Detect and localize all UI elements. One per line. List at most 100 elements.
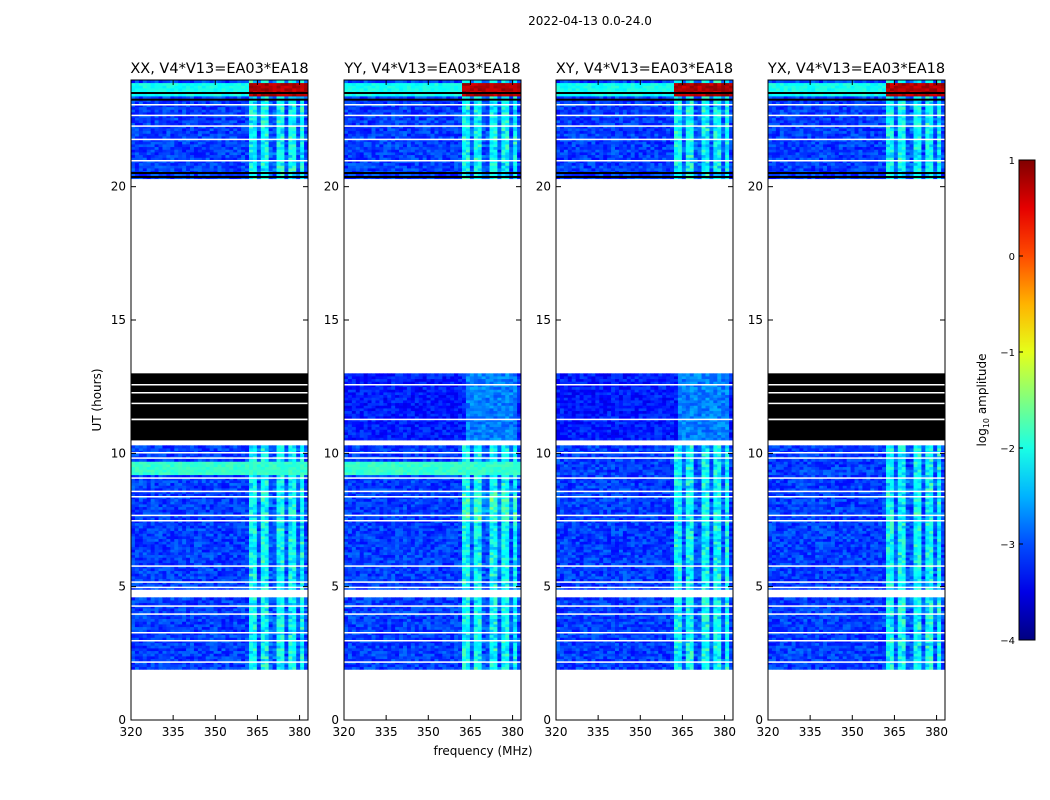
- waterfall-cell: [300, 573, 304, 576]
- waterfall-cell: [143, 651, 147, 654]
- waterfall-cell: [186, 512, 190, 515]
- waterfall-cell: [277, 579, 281, 582]
- waterfall-cell: [269, 608, 273, 611]
- waterfall-cell: [166, 643, 170, 646]
- waterfall-cell: [292, 656, 296, 659]
- waterfall-cell: [253, 568, 257, 571]
- waterfall-cell: [288, 579, 292, 582]
- waterfall-cell: [237, 555, 241, 558]
- waterfall-cell: [190, 568, 194, 571]
- waterfall-cell: [210, 645, 214, 648]
- waterfall-cell: [229, 627, 233, 630]
- waterfall-cell: [166, 579, 170, 582]
- waterfall-cell: [249, 576, 253, 579]
- waterfall-cell: [159, 517, 163, 520]
- waterfall-cell: [229, 528, 233, 531]
- waterfall-cell: [245, 603, 249, 606]
- waterfall-cell: [190, 531, 194, 534]
- waterfall-cell: [210, 571, 214, 574]
- waterfall-cell: [225, 568, 229, 571]
- waterfall-cell: [277, 600, 281, 603]
- waterfall-cell: [241, 637, 245, 640]
- waterfall-cell: [178, 621, 182, 624]
- waterfall-cell: [162, 576, 166, 579]
- waterfall-cell: [257, 597, 261, 600]
- waterfall-cell: [253, 603, 257, 606]
- waterfall-cell: [174, 568, 178, 571]
- waterfall-cell: [198, 533, 202, 536]
- waterfall-cell: [261, 576, 265, 579]
- waterfall-cell: [182, 608, 186, 611]
- waterfall-cell: [280, 517, 284, 520]
- waterfall-cell: [170, 544, 174, 547]
- waterfall-cell: [210, 611, 214, 614]
- waterfall-cell: [233, 659, 237, 662]
- waterfall-cell: [186, 528, 190, 531]
- waterfall-cell: [269, 637, 273, 640]
- waterfall-cell: [273, 616, 277, 619]
- waterfall-cell: [241, 547, 245, 550]
- waterfall-cell: [253, 571, 257, 574]
- waterfall-cell: [143, 552, 147, 555]
- waterfall-cell: [174, 531, 178, 534]
- waterfall-cell: [174, 571, 178, 574]
- waterfall-cell: [143, 635, 147, 638]
- waterfall-cell: [280, 645, 284, 648]
- waterfall-cell: [151, 600, 155, 603]
- waterfall-cell: [143, 645, 147, 648]
- waterfall-cell: [155, 531, 159, 534]
- waterfall-cell: [280, 557, 284, 560]
- waterfall-cell: [202, 560, 206, 563]
- waterfall-cell: [292, 544, 296, 547]
- waterfall-cell: [253, 512, 257, 515]
- waterfall-cell: [190, 648, 194, 651]
- waterfall-cell: [257, 648, 261, 651]
- waterfall-cell: [221, 571, 225, 574]
- waterfall-cell: [277, 539, 281, 542]
- waterfall-cell: [257, 547, 261, 550]
- waterfall-cell: [229, 568, 233, 571]
- waterfall-cell: [265, 659, 269, 662]
- waterfall-cell: [139, 555, 143, 558]
- waterfall-cell: [182, 549, 186, 552]
- waterfall-cell: [292, 621, 296, 624]
- waterfall-cell: [280, 544, 284, 547]
- waterfall-cell: [265, 584, 269, 587]
- waterfall-cell: [245, 629, 249, 632]
- waterfall-cell: [159, 531, 163, 534]
- waterfall-cell: [186, 552, 190, 555]
- waterfall-cell: [225, 656, 229, 659]
- waterfall-cell: [155, 656, 159, 659]
- waterfall-cell: [210, 547, 214, 550]
- waterfall-cell: [249, 597, 253, 600]
- waterfall-cell: [198, 651, 202, 654]
- waterfall-cell: [233, 643, 237, 646]
- waterfall-cell: [296, 667, 300, 670]
- waterfall-cell: [261, 579, 265, 582]
- waterfall-cell: [159, 557, 163, 560]
- waterfall-cell: [166, 555, 170, 558]
- waterfall-cell: [237, 517, 241, 520]
- waterfall-cell: [186, 597, 190, 600]
- waterfall-cell: [277, 616, 281, 619]
- waterfall-cell: [233, 555, 237, 558]
- waterfall-cell: [178, 651, 182, 654]
- waterfall-cell: [280, 621, 284, 624]
- waterfall-cell: [206, 571, 210, 574]
- waterfall-cell: [131, 656, 135, 659]
- waterfall-cell: [182, 557, 186, 560]
- waterfall-cell: [155, 576, 159, 579]
- waterfall-cell: [155, 667, 159, 670]
- waterfall-cell: [288, 619, 292, 622]
- waterfall-cell: [288, 664, 292, 667]
- waterfall-cell: [257, 637, 261, 640]
- waterfall-cell: [159, 563, 163, 566]
- waterfall-cell: [237, 541, 241, 544]
- waterfall-cell: [182, 627, 186, 630]
- waterfall-cell: [186, 584, 190, 587]
- waterfall-cell: [178, 611, 182, 614]
- waterfall-cell: [229, 555, 233, 558]
- waterfall-cell: [182, 645, 186, 648]
- waterfall-cell: [194, 536, 198, 539]
- waterfall-cell: [249, 648, 253, 651]
